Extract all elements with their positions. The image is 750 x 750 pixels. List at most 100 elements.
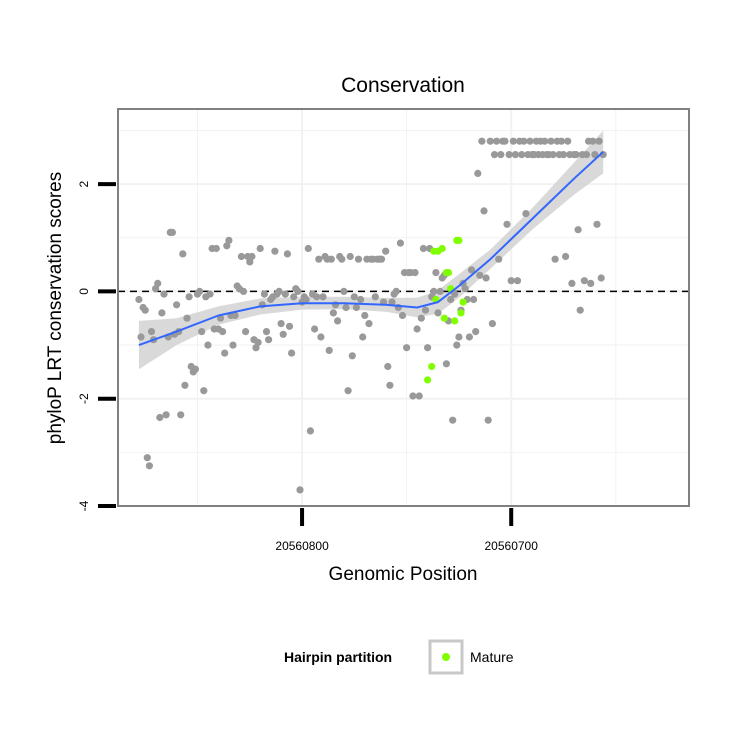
data-point (229, 341, 237, 349)
data-point (449, 416, 457, 424)
data-point (275, 287, 283, 295)
data-point-mature (455, 236, 463, 244)
data-point (520, 137, 528, 145)
data-point (495, 255, 503, 263)
data-point (480, 207, 488, 215)
data-point (436, 287, 444, 295)
data-point (465, 333, 473, 341)
data-point (294, 287, 302, 295)
data-point (424, 344, 432, 352)
data-point (482, 274, 490, 282)
data-point (265, 336, 273, 344)
data-point (497, 151, 505, 159)
x-tick-label: 20560700 (485, 539, 539, 553)
data-point (411, 269, 419, 277)
data-point (572, 151, 580, 159)
data-point (162, 411, 170, 419)
data-point (135, 295, 143, 304)
data-point (587, 279, 595, 287)
data-point (329, 309, 337, 317)
data-point (256, 244, 264, 253)
data-point (242, 328, 250, 336)
data-point (200, 387, 208, 395)
x-axis-title: Genomic Position (329, 564, 478, 585)
data-point (377, 255, 386, 263)
data-point (185, 293, 193, 301)
data-point (451, 290, 459, 298)
data-point (503, 220, 511, 228)
data-point (557, 137, 566, 145)
data-point (595, 137, 603, 145)
data-point (183, 314, 191, 322)
data-point-mature (444, 269, 453, 277)
data-point (419, 244, 427, 253)
data-points (135, 137, 607, 494)
data-point (357, 295, 365, 304)
chart-title: Conservation (341, 74, 465, 97)
data-point (279, 330, 287, 338)
legend-label-mature: Mature (470, 649, 514, 665)
plot-border (117, 108, 690, 507)
data-point (262, 328, 271, 336)
data-point (549, 151, 557, 159)
data-point (442, 360, 450, 368)
data-point (319, 293, 327, 301)
data-point (361, 311, 369, 320)
data-point (415, 392, 423, 400)
data-point (304, 244, 312, 253)
data-point (219, 328, 227, 336)
data-point (177, 411, 185, 419)
data-point (455, 333, 463, 341)
data-point (173, 301, 181, 309)
data-point (474, 169, 482, 177)
data-point (271, 247, 279, 255)
data-point (484, 416, 492, 424)
data-point-mature (424, 376, 432, 384)
data-point (137, 333, 145, 341)
data-point (576, 306, 584, 314)
data-point (334, 317, 342, 325)
data-point (145, 462, 153, 470)
data-point (371, 293, 379, 301)
data-point (225, 236, 233, 244)
data-point (486, 137, 494, 145)
data-point (547, 137, 555, 145)
data-point (564, 137, 572, 145)
data-point (191, 365, 199, 373)
data-point (551, 255, 559, 263)
data-point (283, 250, 291, 258)
data-point (327, 255, 335, 263)
data-point-mature (457, 309, 465, 317)
data-point (315, 255, 323, 263)
data-point (568, 279, 576, 287)
legend-key-mature-icon (442, 653, 450, 661)
data-point (340, 287, 348, 295)
data-point (580, 277, 589, 285)
data-point (285, 322, 294, 330)
data-point (398, 311, 407, 320)
data-point (143, 454, 151, 462)
data-point (386, 381, 394, 389)
data-point (518, 151, 526, 159)
data-point (593, 220, 601, 228)
data-point (239, 287, 248, 295)
data-point (179, 250, 187, 258)
data-point (344, 387, 352, 395)
data-point (196, 287, 204, 295)
data-point (470, 295, 478, 304)
data-point (447, 295, 455, 304)
data-point (505, 151, 513, 159)
data-point (472, 328, 480, 336)
data-point (246, 258, 254, 266)
data-point (507, 277, 515, 285)
data-point (147, 328, 156, 336)
confidence-ribbon (138, 130, 604, 370)
plot-area (117, 108, 690, 507)
data-point (541, 137, 549, 145)
x-axis: 20560800 20560700 (275, 508, 538, 553)
data-point-mature (440, 314, 448, 322)
data-point (168, 228, 176, 236)
data-point (365, 320, 373, 328)
y-tick-label: 2 (77, 180, 91, 187)
